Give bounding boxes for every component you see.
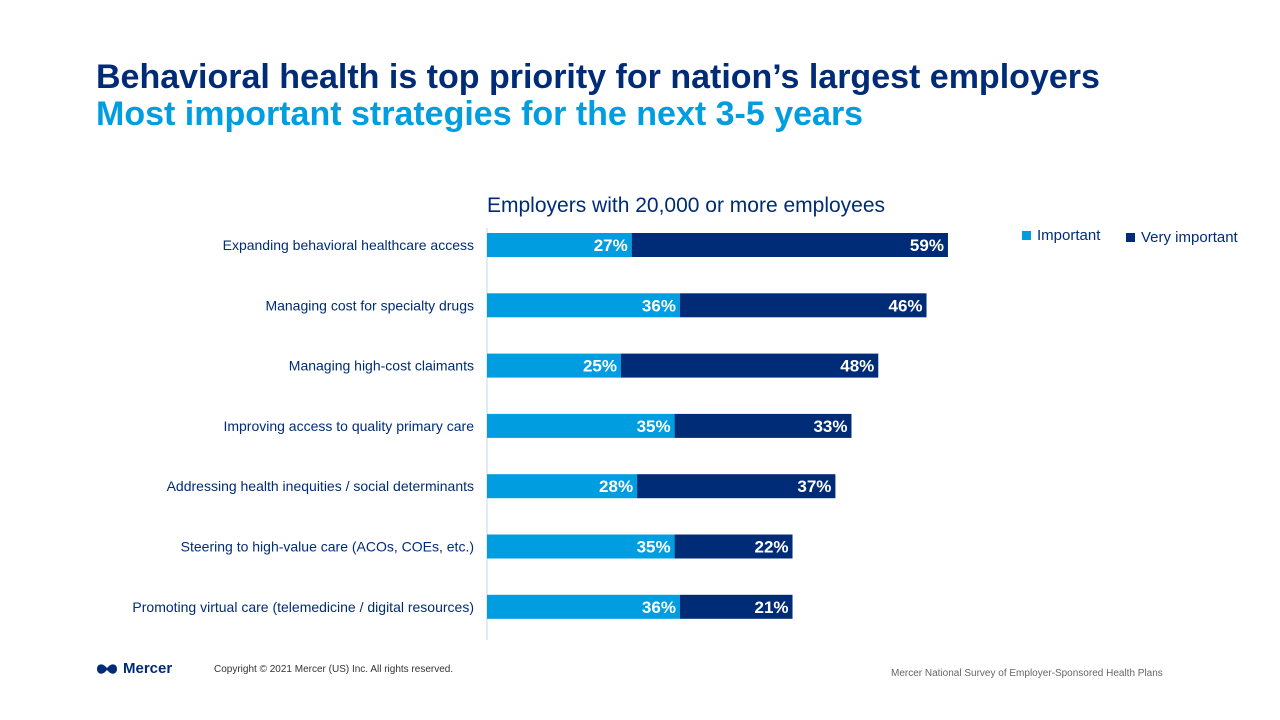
data-label: 36% bbox=[642, 296, 676, 315]
bar-important bbox=[487, 474, 638, 499]
bar-important bbox=[487, 293, 680, 318]
data-label: 37% bbox=[797, 477, 831, 496]
mercer-logo-text: Mercer bbox=[123, 660, 173, 677]
bar-important bbox=[487, 534, 675, 559]
bar-important bbox=[487, 353, 621, 378]
bar-important bbox=[487, 233, 632, 257]
data-label: 22% bbox=[754, 538, 788, 557]
data-label: 27% bbox=[594, 236, 628, 255]
slide-title: Behavioral health is top priority for na… bbox=[96, 58, 1100, 96]
bar-very-important bbox=[621, 353, 879, 378]
data-label: 21% bbox=[754, 598, 788, 617]
category-label: Addressing health inequities / social de… bbox=[167, 478, 474, 494]
data-label: 25% bbox=[583, 357, 617, 376]
data-label: 36% bbox=[642, 598, 676, 617]
bar-important bbox=[487, 413, 675, 438]
bar-very-important bbox=[679, 293, 927, 318]
legend-swatch-important bbox=[1022, 231, 1031, 240]
data-label: 33% bbox=[813, 417, 847, 436]
bar-very-important bbox=[631, 233, 948, 257]
mercer-logo-icon bbox=[97, 663, 117, 674]
slide-subtitle: Most important strategies for the next 3… bbox=[96, 95, 864, 133]
bars-group: Expanding behavioral healthcare access 27… bbox=[132, 233, 948, 619]
data-label: 59% bbox=[910, 236, 944, 255]
legend-item-important: Important bbox=[1022, 227, 1100, 244]
category-label: Managing high-cost claimants bbox=[289, 358, 474, 374]
bar-very-important bbox=[674, 534, 793, 559]
legend-label-very-important: Very important bbox=[1141, 229, 1238, 246]
bar-very-important bbox=[674, 413, 852, 438]
data-label: 35% bbox=[637, 417, 671, 436]
bar-very-important bbox=[679, 594, 793, 619]
legend-label-important: Important bbox=[1037, 227, 1101, 244]
data-label: 35% bbox=[637, 538, 671, 557]
source-note: Mercer National Survey of Employer-Spons… bbox=[891, 668, 1163, 679]
data-label: 46% bbox=[888, 296, 922, 315]
mercer-logo: Mercer bbox=[96, 660, 172, 677]
bar-important bbox=[487, 594, 680, 619]
copyright-notice: Copyright © 2021 Mercer (US) Inc. All ri… bbox=[214, 664, 454, 675]
data-label: 48% bbox=[840, 357, 874, 376]
data-label: 28% bbox=[599, 477, 633, 496]
bar-very-important bbox=[637, 474, 836, 499]
legend-item-very-important: Very important bbox=[1126, 229, 1238, 246]
category-label: Managing cost for specialty drugs bbox=[265, 297, 474, 313]
category-label: Promoting virtual care (telemedicine / d… bbox=[132, 599, 474, 615]
category-label: Improving access to quality primary care bbox=[223, 418, 474, 434]
chart-title: Employers with 20,000 or more employees bbox=[487, 194, 886, 217]
category-label: Steering to high-value care (ACOs, COEs,… bbox=[181, 539, 474, 555]
category-label: Expanding behavioral healthcare access bbox=[223, 237, 474, 253]
legend-swatch-very-important bbox=[1126, 233, 1135, 242]
